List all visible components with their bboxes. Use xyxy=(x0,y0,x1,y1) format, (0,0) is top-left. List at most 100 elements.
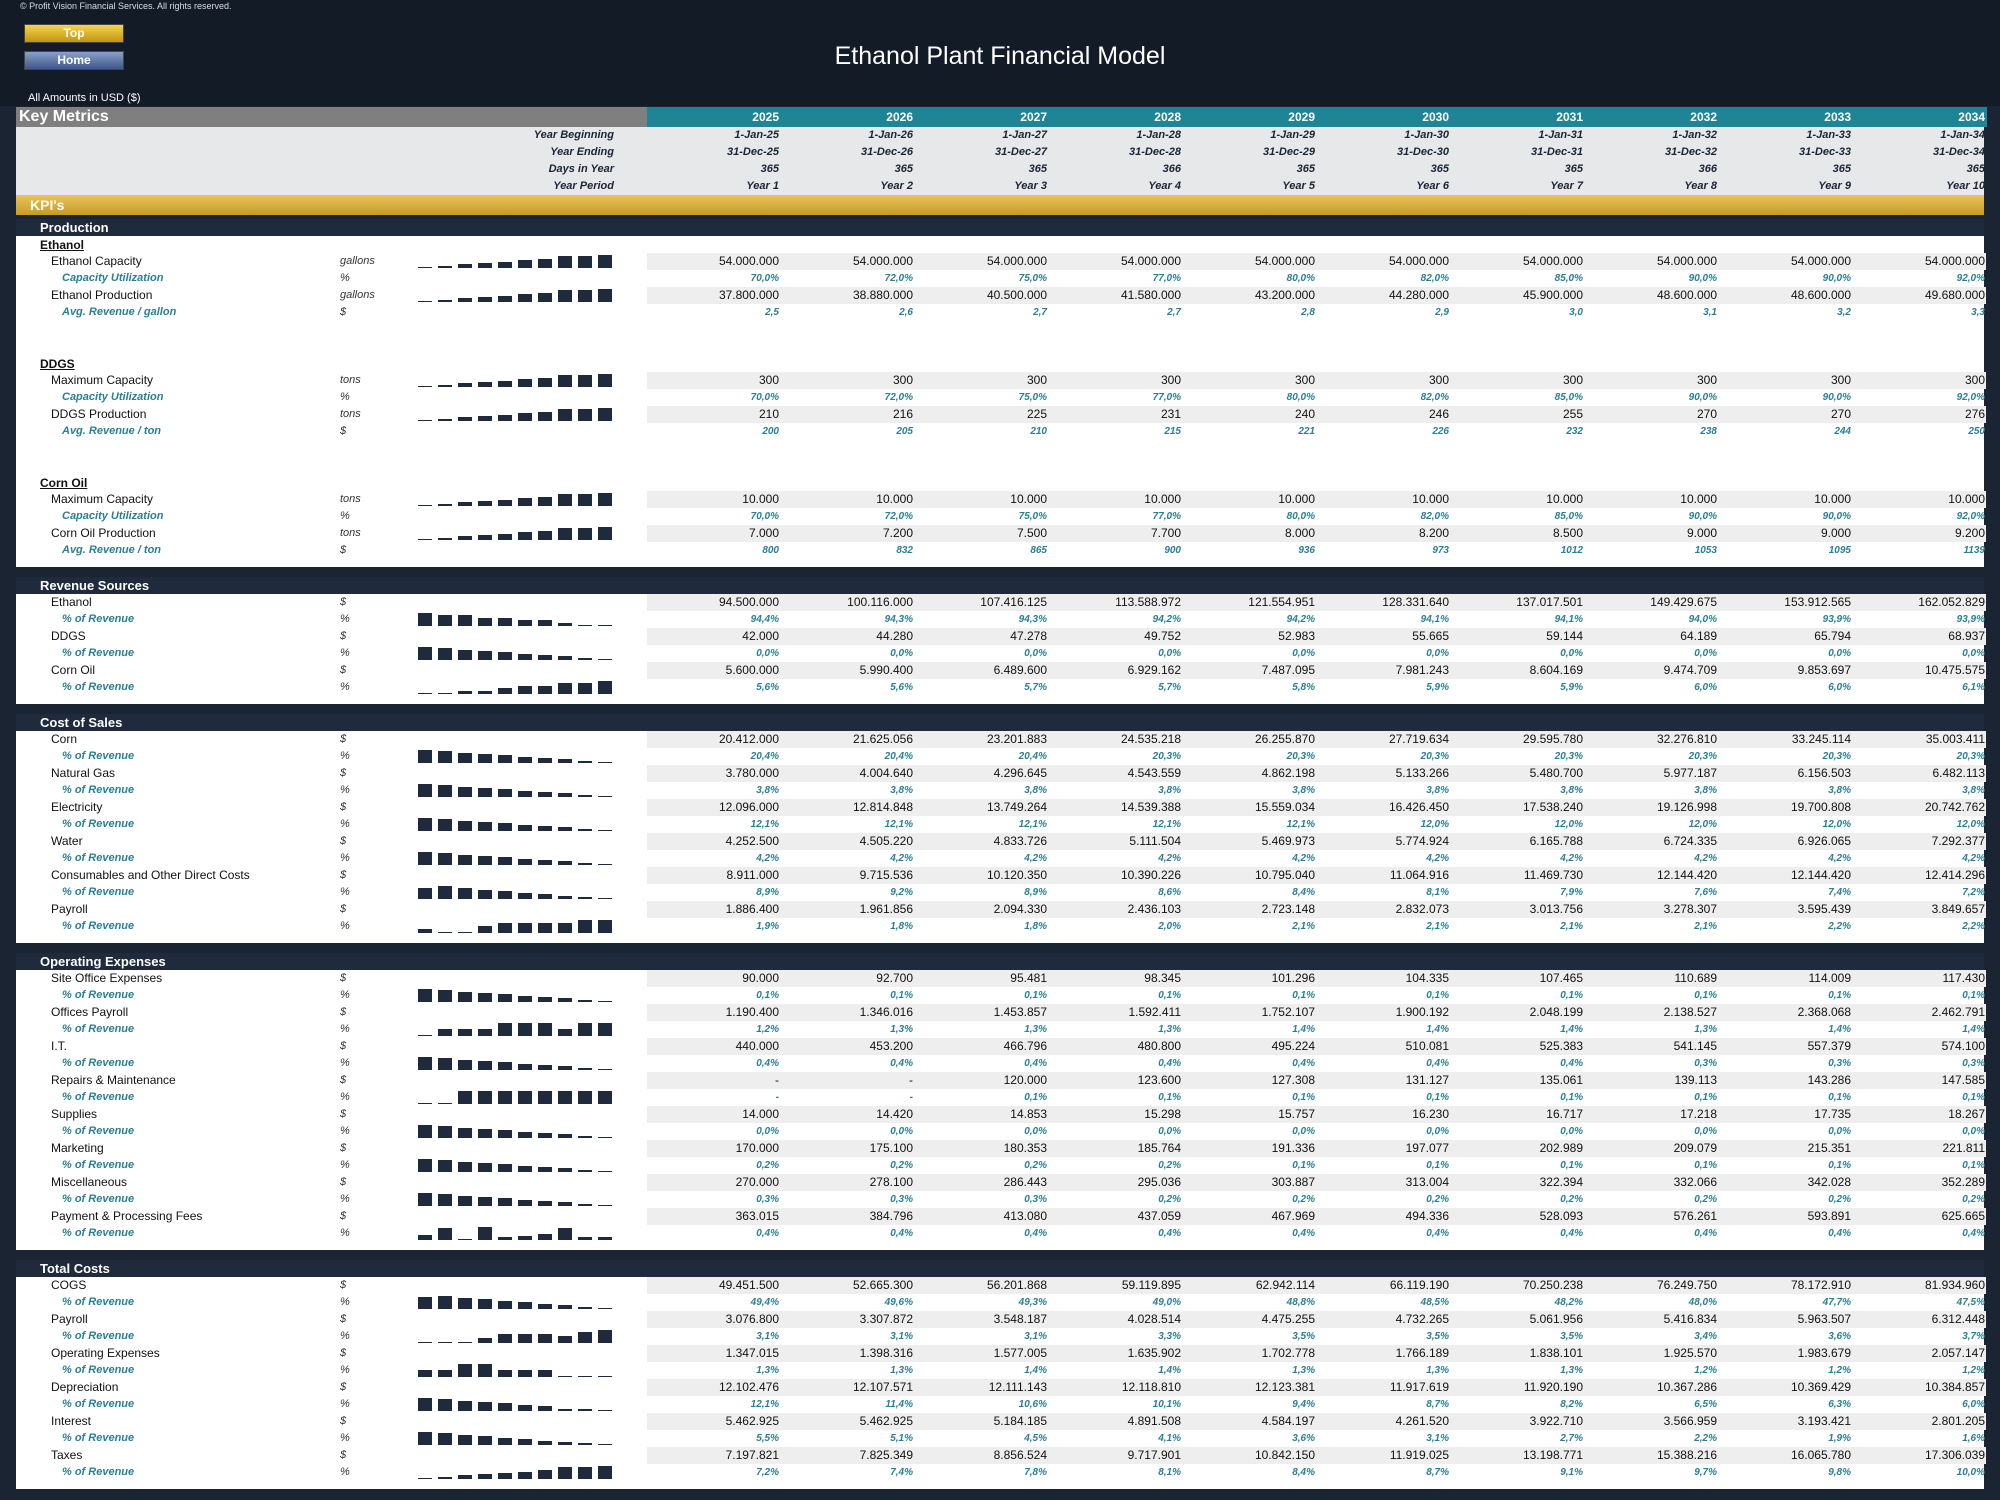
value-cell[interactable]: 5.133.266 xyxy=(1395,766,1449,780)
value-cell[interactable]: 94,3% xyxy=(884,614,913,625)
value-cell[interactable]: 0,1% xyxy=(756,990,779,1001)
value-cell[interactable]: 0,4% xyxy=(756,1228,779,1239)
value-cell[interactable]: 3,3% xyxy=(1158,1331,1181,1342)
value-cell[interactable]: 0,4% xyxy=(1426,1228,1449,1239)
value-cell[interactable]: 49,4% xyxy=(750,1297,779,1308)
value-cell[interactable]: 82,0% xyxy=(1420,273,1449,284)
value-cell[interactable]: 0,1% xyxy=(1694,1160,1717,1171)
value-cell[interactable]: 12.118.810 xyxy=(1121,1380,1181,1394)
value-cell[interactable]: 0,2% xyxy=(1828,1194,1851,1205)
value-cell[interactable]: 11.919.025 xyxy=(1389,1448,1449,1462)
value-cell[interactable]: 1,2% xyxy=(1962,1365,1985,1376)
value-cell[interactable]: 1,4% xyxy=(1426,1024,1449,1035)
value-cell[interactable]: 2,0% xyxy=(1158,921,1181,932)
value-cell[interactable]: 300 xyxy=(1830,373,1851,387)
value-cell[interactable]: 3,2 xyxy=(1837,307,1851,318)
value-cell[interactable]: 0,1% xyxy=(1694,1092,1717,1103)
value-cell[interactable]: 6,3% xyxy=(1828,1399,1851,1410)
value-cell[interactable]: 210 xyxy=(1030,426,1047,437)
value-cell[interactable]: 2.723.148 xyxy=(1261,902,1315,916)
value-cell[interactable]: 1,3% xyxy=(1024,1024,1047,1035)
value-cell[interactable]: 0,1% xyxy=(1024,1092,1047,1103)
value-cell[interactable]: 94,1% xyxy=(1420,614,1449,625)
value-cell[interactable]: 75,0% xyxy=(1018,392,1047,403)
value-cell[interactable]: 2,1% xyxy=(1694,921,1717,932)
value-cell[interactable]: 80,0% xyxy=(1286,392,1315,403)
value-cell[interactable]: 5.990.400 xyxy=(859,663,913,677)
value-cell[interactable]: 16.717 xyxy=(1546,1107,1583,1121)
value-cell[interactable]: 1.190.400 xyxy=(725,1005,779,1019)
value-cell[interactable]: 3.548.187 xyxy=(993,1312,1047,1326)
value-cell[interactable]: 200 xyxy=(762,426,779,437)
value-cell[interactable]: 352.289 xyxy=(1941,1175,1985,1189)
value-cell[interactable]: 3.013.756 xyxy=(1529,902,1583,916)
value-cell[interactable]: 3.595.439 xyxy=(1797,902,1851,916)
value-cell[interactable]: 6.489.600 xyxy=(993,663,1047,677)
value-cell[interactable]: 215.351 xyxy=(1807,1141,1851,1155)
value-cell[interactable]: 0,4% xyxy=(1024,1228,1047,1239)
value-cell[interactable]: 270 xyxy=(1830,407,1851,421)
value-cell[interactable]: 557.379 xyxy=(1807,1039,1851,1053)
value-cell[interactable]: 8.000 xyxy=(1284,526,1315,540)
value-cell[interactable]: 800 xyxy=(762,545,779,556)
value-cell[interactable]: 1,8% xyxy=(1024,921,1047,932)
value-cell[interactable]: 0,1% xyxy=(1560,1160,1583,1171)
value-cell[interactable]: 77,0% xyxy=(1152,511,1181,522)
value-cell[interactable]: 0,0% xyxy=(1158,1126,1181,1137)
value-cell[interactable]: 3,8% xyxy=(890,785,913,796)
value-cell[interactable]: 4.028.514 xyxy=(1127,1312,1181,1326)
value-cell[interactable]: 0,1% xyxy=(1962,1160,1985,1171)
value-cell[interactable]: 17.306.039 xyxy=(1924,1448,1985,1462)
value-cell[interactable]: 9.717.901 xyxy=(1127,1448,1181,1462)
value-cell[interactable]: 94.500.000 xyxy=(718,595,779,609)
value-cell[interactable]: 15.388.216 xyxy=(1656,1448,1717,1462)
value-cell[interactable]: 0,4% xyxy=(1292,1228,1315,1239)
value-cell[interactable]: 4.296.645 xyxy=(993,766,1047,780)
value-cell[interactable]: 0,1% xyxy=(1426,1160,1449,1171)
value-cell[interactable]: 300 xyxy=(1160,373,1181,387)
value-cell[interactable]: 0,4% xyxy=(1158,1228,1181,1239)
value-cell[interactable]: 21.625.056 xyxy=(852,732,913,746)
value-cell[interactable]: 82,0% xyxy=(1420,511,1449,522)
value-cell[interactable]: 7.000 xyxy=(748,526,779,540)
value-cell[interactable]: 2.048.199 xyxy=(1529,1005,1583,1019)
value-cell[interactable]: 3,7% xyxy=(1962,1331,1985,1342)
value-cell[interactable]: 8.911.000 xyxy=(726,868,780,882)
value-cell[interactable]: - xyxy=(775,1073,779,1087)
value-cell[interactable]: 1,8% xyxy=(890,921,913,932)
value-cell[interactable]: 1095 xyxy=(1828,545,1851,556)
value-cell[interactable]: 8,1% xyxy=(1158,1467,1181,1478)
value-cell[interactable]: 24.535.218 xyxy=(1120,732,1181,746)
value-cell[interactable]: 466.796 xyxy=(1003,1039,1047,1053)
value-cell[interactable]: 0,1% xyxy=(890,990,913,1001)
value-cell[interactable]: 6.929.162 xyxy=(1127,663,1181,677)
value-cell[interactable]: 0,4% xyxy=(890,1228,913,1239)
value-cell[interactable]: 0,1% xyxy=(1828,1092,1851,1103)
value-cell[interactable]: 2,5 xyxy=(765,307,779,318)
value-cell[interactable]: 6,0% xyxy=(1694,682,1717,693)
value-cell[interactable]: 10,6% xyxy=(1018,1399,1047,1410)
value-cell[interactable]: 11,4% xyxy=(885,1399,913,1410)
value-cell[interactable]: 17.218 xyxy=(1680,1107,1717,1121)
value-cell[interactable]: 226 xyxy=(1432,426,1449,437)
value-cell[interactable]: 20.412.000 xyxy=(718,732,779,746)
value-cell[interactable]: 209.079 xyxy=(1673,1141,1717,1155)
value-cell[interactable]: 13.198.771 xyxy=(1522,1448,1583,1462)
value-cell[interactable]: 90,0% xyxy=(1822,392,1851,403)
value-cell[interactable]: 4.584.197 xyxy=(1261,1414,1315,1428)
value-cell[interactable]: 0,1% xyxy=(1828,990,1851,1001)
value-cell[interactable]: 0,2% xyxy=(1158,1160,1181,1171)
value-cell[interactable]: 232 xyxy=(1566,426,1583,437)
value-cell[interactable]: 495.224 xyxy=(1271,1039,1315,1053)
value-cell[interactable]: 20.742.762 xyxy=(1924,800,1985,814)
value-cell[interactable]: 3.849.657 xyxy=(1931,902,1985,916)
value-cell[interactable]: 90,0% xyxy=(1688,273,1717,284)
value-cell[interactable]: 6,5% xyxy=(1694,1399,1717,1410)
value-cell[interactable]: 215 xyxy=(1164,426,1181,437)
value-cell[interactable]: 49.752 xyxy=(1144,629,1181,643)
value-cell[interactable]: 250 xyxy=(1968,426,1985,437)
value-cell[interactable]: 2.462.791 xyxy=(1931,1005,1985,1019)
value-cell[interactable]: 300 xyxy=(1428,373,1449,387)
value-cell[interactable]: 0,0% xyxy=(890,1126,913,1137)
value-cell[interactable]: 8,7% xyxy=(1426,1467,1449,1478)
